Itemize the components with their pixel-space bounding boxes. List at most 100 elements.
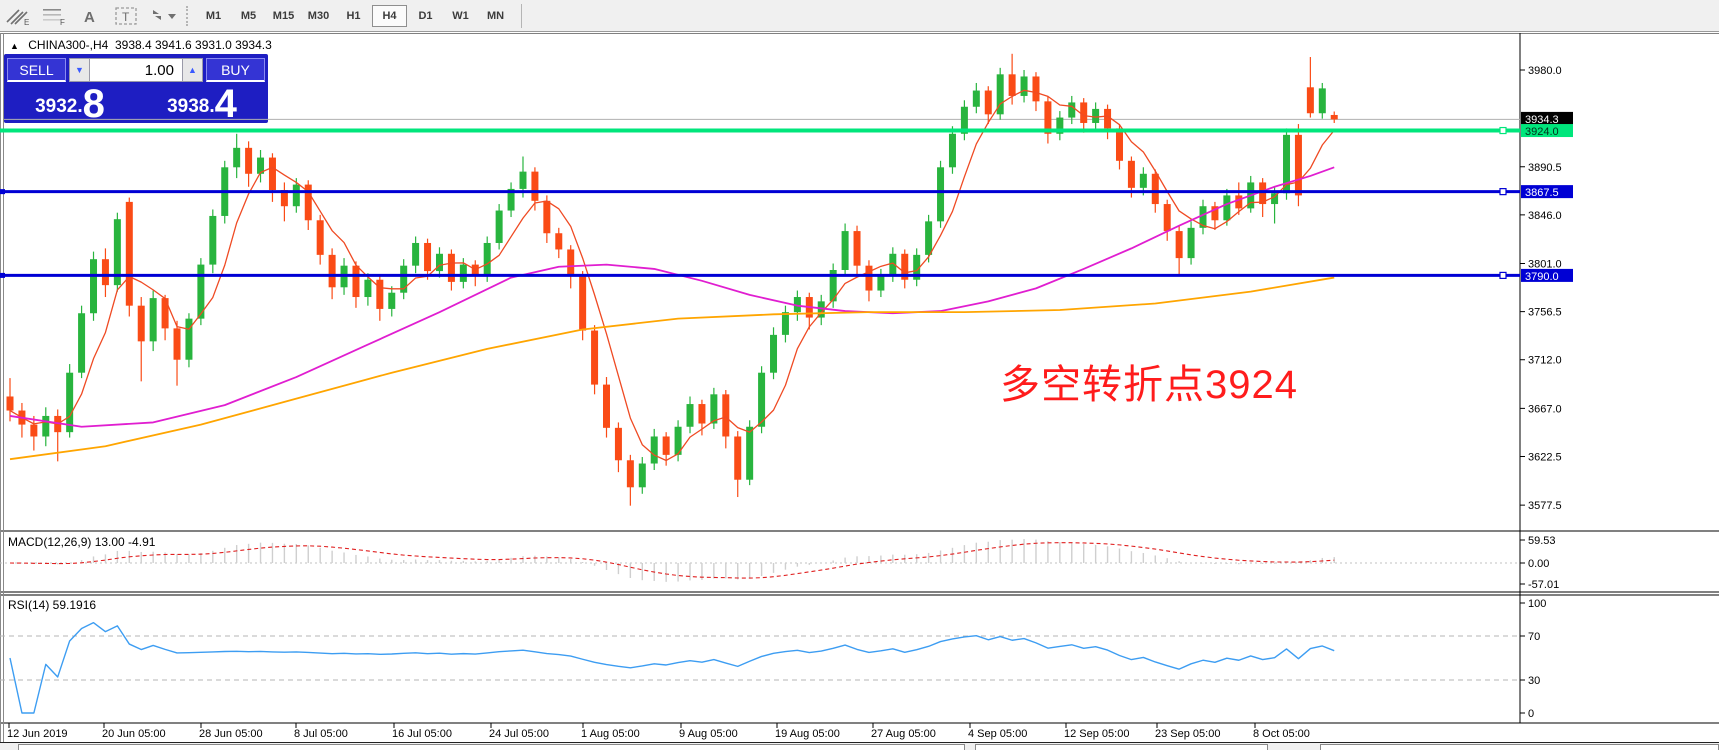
sell-button[interactable]: SELL: [7, 58, 66, 82]
candle-body: [328, 254, 336, 288]
candle-body: [1306, 87, 1314, 114]
candle-body: [209, 215, 217, 265]
date-axis-label: 27 Aug 05:00: [871, 728, 936, 740]
timeframe-button-group: M1 M5 M15 M30 H1 H4 D1 W1 MN: [196, 4, 513, 27]
timeframe-button-h4[interactable]: H4: [372, 4, 407, 27]
text-frame-icon[interactable]: T: [111, 4, 141, 28]
price-badge: [1521, 185, 1573, 199]
toolbar-group-handle[interactable]: [186, 5, 188, 26]
candle-body: [1163, 204, 1171, 232]
candle-body: [1235, 195, 1243, 209]
date-axis-label: 23 Sep 05:00: [1155, 728, 1220, 740]
line-handle[interactable]: [1499, 271, 1507, 280]
timeframe-button-w1[interactable]: W1: [452, 9, 469, 22]
candle-body: [364, 279, 372, 298]
candle-body: [1259, 182, 1267, 205]
price-axis-label: 3801.0: [1528, 259, 1562, 271]
timeframe-button-h1[interactable]: H1: [346, 9, 361, 22]
volume-decrease-button[interactable]: ▼: [69, 58, 90, 82]
collapse-arrow-icon[interactable]: ▲: [10, 41, 19, 51]
chart-tab[interactable]: [1320, 744, 1719, 750]
candle-body: [1294, 134, 1302, 196]
date-axis-label: 19 Aug 05:00: [775, 728, 840, 740]
price-axis-label: 3756.5: [1528, 307, 1562, 319]
candle-body: [137, 305, 145, 342]
candle-body: [78, 313, 86, 373]
candle-body: [42, 415, 50, 437]
candle-body: [459, 264, 467, 282]
cursor-tools-dropdown-icon[interactable]: [147, 4, 177, 28]
chart-tab[interactable]: [975, 744, 1268, 750]
candle-body: [781, 312, 789, 335]
svg-text:T: T: [122, 10, 130, 24]
candle-body: [937, 167, 945, 222]
candle-body: [531, 171, 539, 201]
candle-body: [113, 219, 121, 286]
sell-price[interactable]: 3932. 8: [4, 83, 136, 124]
rsi-axis-label: 0: [1528, 708, 1534, 720]
macd-signal-line: [9, 542, 1335, 579]
svg-text:F: F: [60, 18, 65, 26]
volume-input[interactable]: [90, 58, 182, 82]
candle-body: [471, 264, 479, 277]
buy-button[interactable]: BUY: [206, 58, 265, 82]
sell-price-main: 3932: [35, 96, 78, 117]
macd-histogram: [21, 539, 1335, 582]
candle-body: [984, 90, 992, 115]
candle-body: [686, 404, 694, 427]
chart-text-annotation[interactable]: 多空转折点3924: [1000, 363, 1298, 407]
date-axis-label: 8 Jul 05:00: [294, 728, 348, 740]
line-handle[interactable]: [0, 272, 5, 278]
timeframe-button-m15[interactable]: M15: [272, 9, 295, 22]
toolbar: E F A T M1 M5 M15 M30 H1 H4 D1 W1 MN: [0, 0, 1719, 32]
date-axis-label: 24 Jul 05:00: [489, 728, 549, 740]
volume-stepper: ▼ ▲: [69, 58, 203, 82]
candle-body: [1175, 231, 1183, 259]
candle-body: [1092, 108, 1100, 123]
candle-body: [388, 292, 396, 309]
buy-price-pips: 4: [214, 82, 237, 126]
timeframe-button-mn[interactable]: MN: [486, 9, 505, 22]
candle-body: [877, 274, 885, 291]
line-handle[interactable]: [1499, 188, 1507, 196]
candle-body: [125, 201, 133, 306]
candle-body: [579, 276, 587, 331]
candle-body: [591, 330, 599, 385]
ma-slow: [9, 276, 1335, 461]
line-studies-icon[interactable]: E: [3, 4, 33, 28]
volume-increase-button[interactable]: ▲: [182, 58, 203, 82]
macd-indicator-label: MACD(12,26,9) 13.00 -4.91: [8, 535, 156, 549]
rsi-axis-label: 70: [1528, 631, 1540, 643]
price-badge: [1521, 124, 1573, 138]
date-axis-label: 9 Aug 05:00: [679, 728, 738, 740]
candle-body: [889, 253, 897, 275]
svg-text:E: E: [24, 18, 29, 26]
candle-body: [149, 298, 157, 342]
date-axis-label: 1 Aug 05:00: [581, 728, 640, 740]
candle-body: [233, 147, 241, 168]
timeframe-button-m30[interactable]: M30: [307, 9, 330, 22]
candle-body: [698, 404, 706, 424]
text-label-icon[interactable]: A: [75, 4, 105, 28]
timeframe-button-d1[interactable]: D1: [418, 9, 433, 22]
candle-body: [507, 188, 515, 211]
line-handle[interactable]: [1499, 126, 1507, 135]
candle-body: [793, 297, 801, 313]
candle-body: [638, 463, 646, 488]
candle-body: [90, 259, 98, 314]
candle-body: [412, 242, 420, 266]
chart-tab[interactable]: [18, 744, 965, 750]
price-axis-label: 3846.0: [1528, 210, 1562, 222]
candle-body: [1330, 114, 1338, 120]
timeframe-button-m1[interactable]: M1: [205, 9, 222, 22]
macd-axis-label: 59.53: [1528, 535, 1556, 547]
timeframe-button-m5[interactable]: M5: [240, 9, 257, 22]
fibo-grid-icon[interactable]: F: [39, 4, 69, 28]
candle-body: [447, 253, 455, 282]
candle-body: [66, 372, 74, 433]
candle-body: [1139, 173, 1147, 188]
candle-body: [734, 436, 742, 480]
buy-price[interactable]: 3938. 4: [136, 82, 268, 126]
candle-body: [304, 184, 312, 221]
line-handle[interactable]: [0, 189, 5, 195]
